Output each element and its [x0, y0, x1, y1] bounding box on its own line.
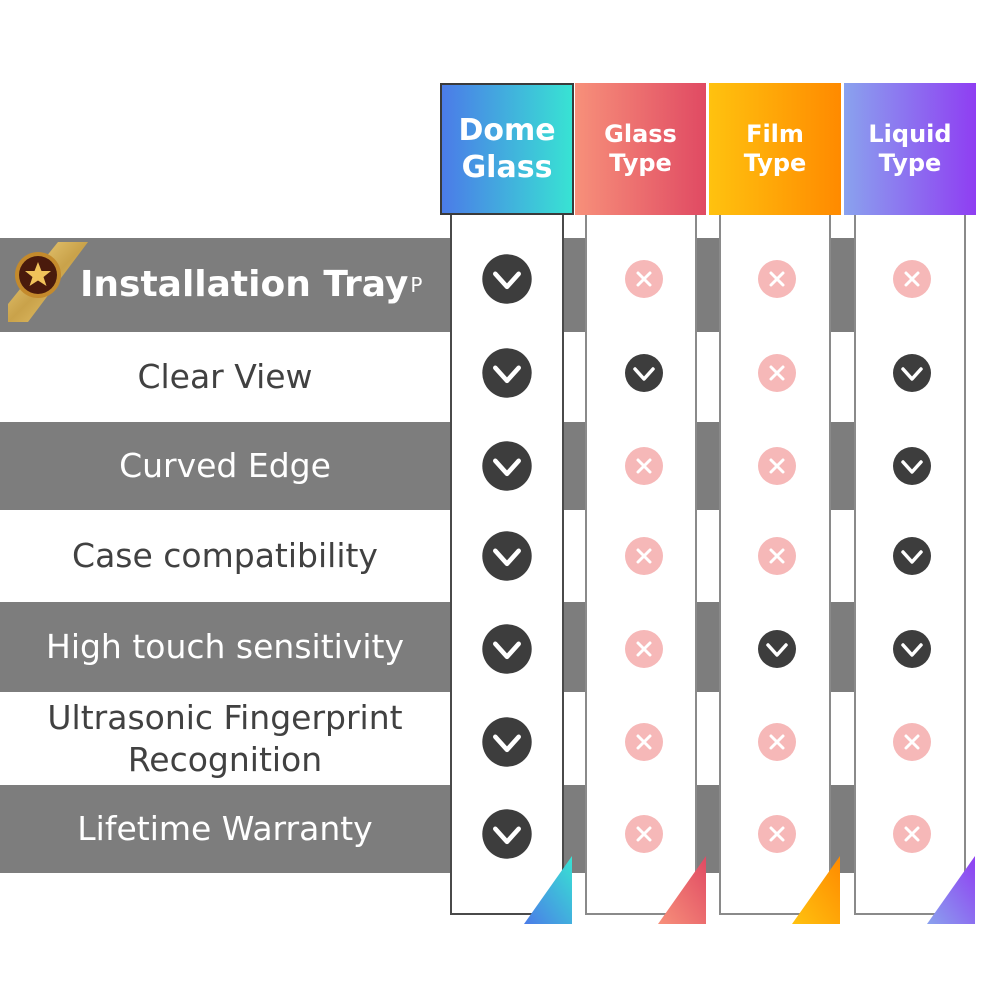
check-circle-icon [893, 354, 931, 392]
row-band-lifetime-warranty [0, 785, 855, 873]
check-circle-icon [758, 630, 796, 668]
cross-circle-icon [625, 447, 663, 485]
header-liquid-type: Liquid Type [844, 83, 976, 215]
corner-accent-film [792, 856, 840, 924]
check-circle-icon [625, 354, 663, 392]
row-band-high-touch [0, 602, 855, 692]
row-label-installation-tray: Installation Tray P [80, 264, 423, 305]
cross-circle-icon [625, 537, 663, 575]
cross-circle-icon [625, 815, 663, 853]
cross-circle-icon [893, 260, 931, 298]
row-label-ultrasonic-fingerprint: Ultrasonic Fingerprint Recognition [47, 698, 403, 779]
cross-circle-icon [758, 447, 796, 485]
row-label-curved-edge: Curved Edge [119, 446, 331, 485]
check-circle-icon [893, 630, 931, 668]
cross-circle-icon [893, 723, 931, 761]
row-label-clear-view: Clear View [137, 357, 313, 396]
row-label-case-compatibility: Case compatibility [72, 536, 378, 575]
row-band-curved-edge [0, 422, 855, 510]
cross-circle-icon [625, 630, 663, 668]
registered-mark: P [410, 273, 423, 297]
header-glass-type: Glass Type [575, 83, 706, 215]
check-circle-icon [482, 809, 532, 859]
row-band-installation-tray [0, 238, 855, 332]
check-circle-icon [482, 717, 532, 767]
check-circle-icon [482, 624, 532, 674]
header-film-type: Film Type [709, 83, 841, 215]
check-circle-icon [893, 447, 931, 485]
star-ribbon-badge-icon [8, 242, 88, 322]
cross-circle-icon [758, 260, 796, 298]
check-circle-icon [482, 531, 532, 581]
cross-circle-icon [758, 537, 796, 575]
cross-circle-icon [758, 815, 796, 853]
check-circle-icon [482, 441, 532, 491]
corner-accent-glass [658, 856, 706, 924]
cross-circle-icon [758, 354, 796, 392]
check-circle-icon [893, 537, 931, 575]
cross-circle-icon [893, 815, 931, 853]
cross-circle-icon [625, 723, 663, 761]
row-label-lifetime-warranty: Lifetime Warranty [77, 809, 373, 848]
check-circle-icon [482, 254, 532, 304]
check-circle-icon [482, 348, 532, 398]
cross-circle-icon [758, 723, 796, 761]
corner-accent-liquid [927, 856, 975, 924]
header-dome-glass: Dome Glass [440, 83, 574, 215]
cross-circle-icon [625, 260, 663, 298]
corner-accent-dome [524, 856, 572, 924]
row-label-high-touch-sensitivity: High touch sensitivity [46, 627, 404, 666]
